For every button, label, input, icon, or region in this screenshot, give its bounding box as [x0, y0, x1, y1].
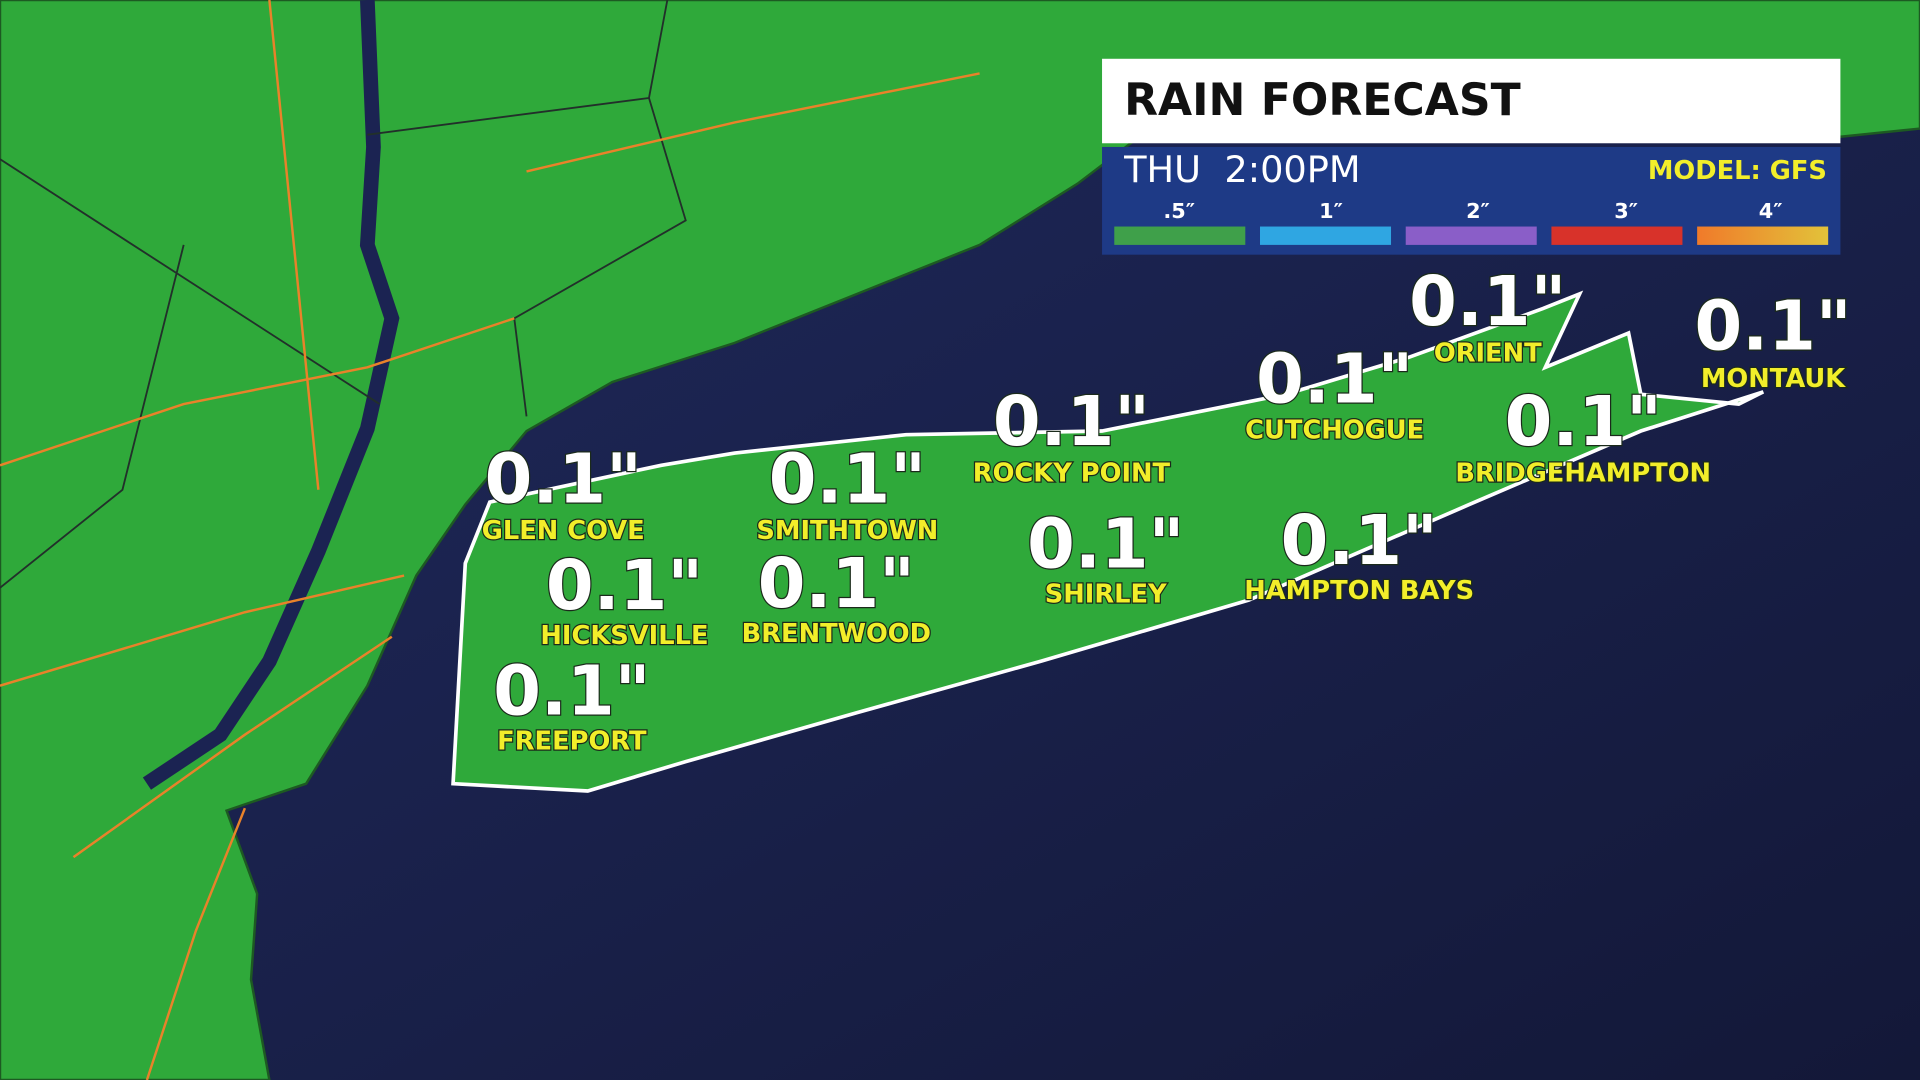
legend-label: .5″ — [1163, 199, 1195, 223]
rain-amount: 0.1" — [1256, 339, 1413, 419]
legend-swatch — [1260, 226, 1392, 245]
rain-amount: 0.1" — [546, 546, 703, 626]
location-name: CUTCHOGUE — [1245, 416, 1424, 446]
rain-amount: 0.1" — [1027, 505, 1184, 585]
location-name: SMITHTOWN — [756, 516, 938, 546]
rain-amount: 0.1" — [1505, 382, 1662, 462]
location-name: BRENTWOOD — [742, 619, 931, 649]
legend-label: 3″ — [1614, 199, 1638, 223]
legend-swatch — [1551, 226, 1683, 245]
legend-swatch — [1697, 226, 1829, 245]
long-island — [451, 290, 1765, 793]
location-name: MONTAUK — [1701, 364, 1846, 394]
legend-swatch — [1114, 226, 1246, 245]
header-title: RAIN FORECAST — [1124, 75, 1521, 126]
legend-label: 4″ — [1759, 199, 1783, 223]
location-name: GLEN COVE — [482, 516, 645, 546]
location-name: HAMPTON BAYS — [1244, 576, 1474, 606]
borders — [0, 0, 687, 589]
header-model: MODEL: GFS — [1648, 156, 1827, 186]
rain-amount: 0.1" — [758, 544, 915, 624]
rain-amount: 0.1" — [493, 652, 650, 732]
location-name: FREEPORT — [497, 727, 647, 757]
location-name: SHIRLEY — [1045, 580, 1167, 610]
legend-label: 2″ — [1466, 199, 1490, 223]
rain-amount: 0.1" — [769, 440, 926, 520]
river — [142, 0, 400, 790]
location-name: ORIENT — [1434, 338, 1542, 368]
legend-label: 1″ — [1319, 199, 1343, 223]
location-name: ROCKY POINT — [973, 458, 1171, 488]
rain-amount: 0.1" — [1409, 262, 1566, 342]
legend-swatch — [1405, 226, 1537, 245]
rain-amount: 0.1" — [993, 382, 1150, 462]
location-name: BRIDGEHAMPTON — [1455, 458, 1711, 488]
location-name: HICKSVILLE — [540, 621, 708, 651]
header-time: THU 2:00PM — [1123, 148, 1361, 191]
rain-amount: 0.1" — [1281, 501, 1438, 581]
header-title-bg — [1102, 58, 1841, 144]
rain-amount: 0.1" — [485, 440, 642, 520]
rain-amount: 0.1" — [1694, 287, 1851, 367]
